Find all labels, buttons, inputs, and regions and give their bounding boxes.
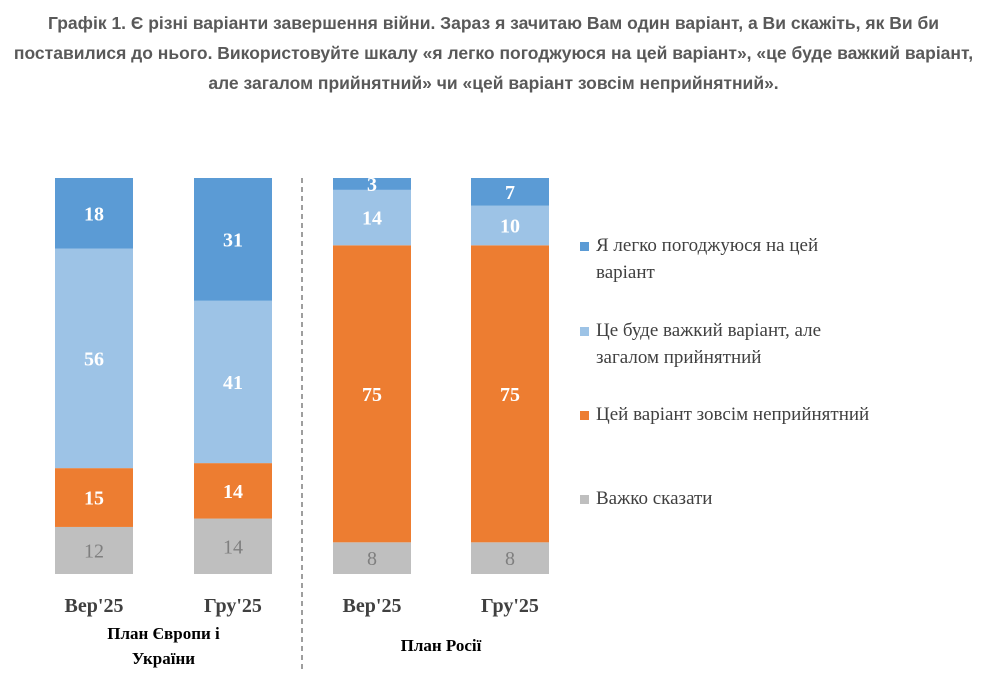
bar-segment: [333, 245, 411, 543]
data-label: 31: [223, 229, 243, 251]
group-label: План Росії: [401, 636, 482, 655]
bar-segment: [333, 542, 411, 574]
legend-label: варіант: [596, 262, 656, 283]
bar-segment: [333, 178, 411, 190]
legend-label: Цей варіант зовсім неприйнятний: [596, 404, 869, 425]
legend-label: Я легко погоджуюся на цей: [596, 235, 818, 256]
data-label: 56: [84, 348, 104, 370]
data-label: 3: [367, 174, 377, 196]
data-label: 14: [223, 481, 243, 503]
data-label: 8: [367, 548, 377, 570]
bar-segment: [55, 468, 133, 527]
data-label: 12: [84, 540, 104, 562]
bar-segment: [194, 463, 272, 519]
legend-swatch: [580, 242, 589, 251]
data-label: 14: [362, 208, 382, 230]
bar-segment: [55, 178, 133, 249]
data-label: 10: [500, 216, 520, 238]
bar-segment: [194, 300, 272, 464]
data-label: 7: [505, 182, 515, 204]
legend-swatch: [580, 411, 589, 420]
legend-swatch: [580, 495, 589, 504]
legend-swatch: [580, 327, 589, 336]
group-label: України: [132, 649, 195, 668]
bar-segment: [194, 518, 272, 574]
data-label: 75: [362, 384, 382, 406]
group-label: План Європи і: [107, 624, 220, 643]
bar-segment: [55, 526, 133, 574]
bar-segment: [471, 542, 549, 574]
data-label: 15: [84, 488, 104, 510]
legend-label: Це буде важкий варіант, але: [596, 320, 821, 341]
bar-segment: [471, 178, 549, 206]
data-label: 14: [223, 536, 243, 558]
category-label: Вер'25: [343, 595, 402, 617]
data-label: 18: [84, 203, 104, 225]
data-label: 75: [500, 384, 520, 406]
bar-segment: [471, 205, 549, 246]
bar-segment: [333, 189, 411, 246]
category-label: Вер'25: [65, 595, 124, 617]
category-label: Гру'25: [481, 595, 539, 617]
bar-segment: [194, 178, 272, 301]
bar-segment: [471, 245, 549, 543]
data-label: 8: [505, 548, 515, 570]
bar-segment: [55, 248, 133, 469]
legend-label: загалом прийнятний: [596, 347, 761, 368]
category-label: Гру'25: [204, 595, 262, 617]
data-label: 41: [223, 372, 243, 394]
legend-label: Важко сказати: [596, 488, 712, 509]
chart-title: Графік 1. Є різні варіанти завершення ві…: [13, 13, 974, 93]
